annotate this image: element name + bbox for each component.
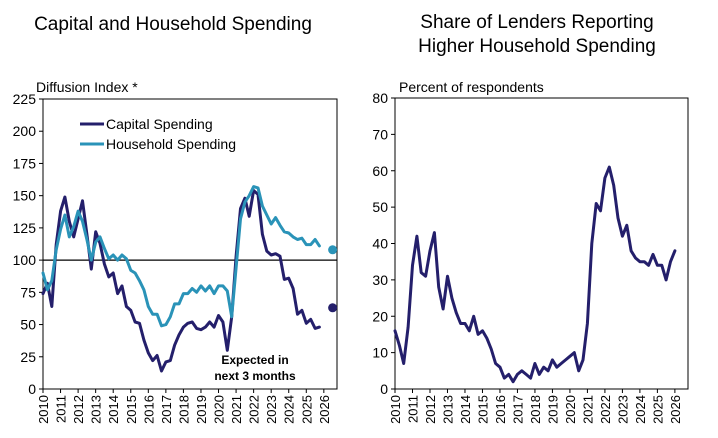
left-x-tick-label: 2026 [317,395,332,424]
right-y-tick-label: 60 [372,163,388,179]
right-chart-title-line-2: Higher Household Spending [418,36,656,57]
right-y-tick-label: 20 [372,308,388,324]
right-x-tick-label: 2025 [650,395,665,424]
right-x-tick-label: 2017 [510,395,525,424]
right-x-tick-label: 2015 [475,395,490,424]
left-x-tick-label: 2011 [54,395,69,423]
right-x-tick-label: 2024 [633,395,648,424]
right-y-tick-label: 30 [372,272,388,288]
left-x-tick-label: 2021 [229,395,244,424]
left-y-tick-label: 175 [13,155,37,171]
right-y-tick-label: 10 [372,345,388,361]
left-x-tick-label: 2012 [71,395,86,424]
left-x-tick-label: 2015 [124,395,139,424]
right-y-tick-label: 0 [380,381,388,397]
left-x-tick-label: 2019 [194,395,209,424]
right-chart-title-line-1: Share of Lenders Reporting [420,12,654,33]
left-legend-label: Capital Spending [106,116,213,132]
left-x-tick-label: 2018 [176,395,191,424]
right-x-tick-label: 2014 [458,395,473,424]
left-y-tick-label: 25 [20,349,36,365]
right-x-tick-label: 2010 [388,395,403,424]
left-x-tick-label: 2022 [247,395,262,424]
right-x-tick-label: 2023 [615,395,630,424]
right-y-axis-label: Percent of respondents [399,79,544,95]
left-y-tick-label: 75 [20,284,36,300]
right-y-tick-label: 40 [372,236,388,252]
left-annotation-line-2: next 3 months [214,369,296,383]
right-x-tick-label: 2022 [598,395,613,424]
left-household-spending-expected-dot [328,245,338,255]
right-y-tick-label: 80 [372,90,388,106]
right-plot-frame [394,97,689,390]
left-legend-label: Household Spending [106,136,236,152]
right-x-tick-label: 2011 [405,395,420,423]
left-y-tick-label: 225 [13,91,37,107]
right-y-tick-label: 50 [372,199,388,215]
left-chart-title: Capital and Household Spending [34,14,312,35]
right-x-tick-label: 2016 [493,395,508,424]
right-x-tick-label: 2012 [423,395,438,424]
left-x-tick-label: 2020 [212,395,227,424]
left-y-tick-label: 125 [13,220,37,236]
right-y-tick-label: 70 [372,126,388,142]
left-y-tick-label: 0 [28,381,36,397]
left-capital-spending-expected-dot [328,303,338,313]
right-x-tick-label: 2013 [440,395,455,424]
left-y-axis-label: Diffusion Index * [36,79,138,95]
left-plot-frame [42,98,338,390]
left-x-tick-label: 2014 [106,395,121,424]
right-x-tick-label: 2020 [563,395,578,424]
left-capital-spending-line [41,189,321,373]
right-x-tick-label: 2019 [545,395,560,424]
right-chart-title: Share of Lenders Reporting Higher Househ… [372,11,702,59]
left-y-tick-label: 50 [20,317,36,333]
right-x-tick-label: 2021 [580,395,595,424]
left-y-tick-label: 150 [13,188,37,204]
left-x-tick-label: 2010 [36,395,51,424]
left-x-tick-label: 2016 [141,395,156,424]
left-y-tick-label: 100 [13,252,37,268]
right-x-tick-label: 2026 [668,395,683,424]
left-x-tick-label: 2013 [89,395,104,424]
right-series-line [393,165,677,384]
left-x-tick-label: 2023 [264,395,279,424]
left-x-tick-label: 2024 [282,395,297,424]
left-annotation-line-1: Expected in [221,353,288,367]
left-x-tick-label: 2025 [299,395,314,424]
left-y-tick-label: 200 [13,123,37,139]
right-x-tick-label: 2018 [528,395,543,424]
left-legend: Capital Spending Household Spending [80,116,236,152]
left-household-spending-line [41,185,321,328]
left-x-tick-label: 2017 [159,395,174,424]
